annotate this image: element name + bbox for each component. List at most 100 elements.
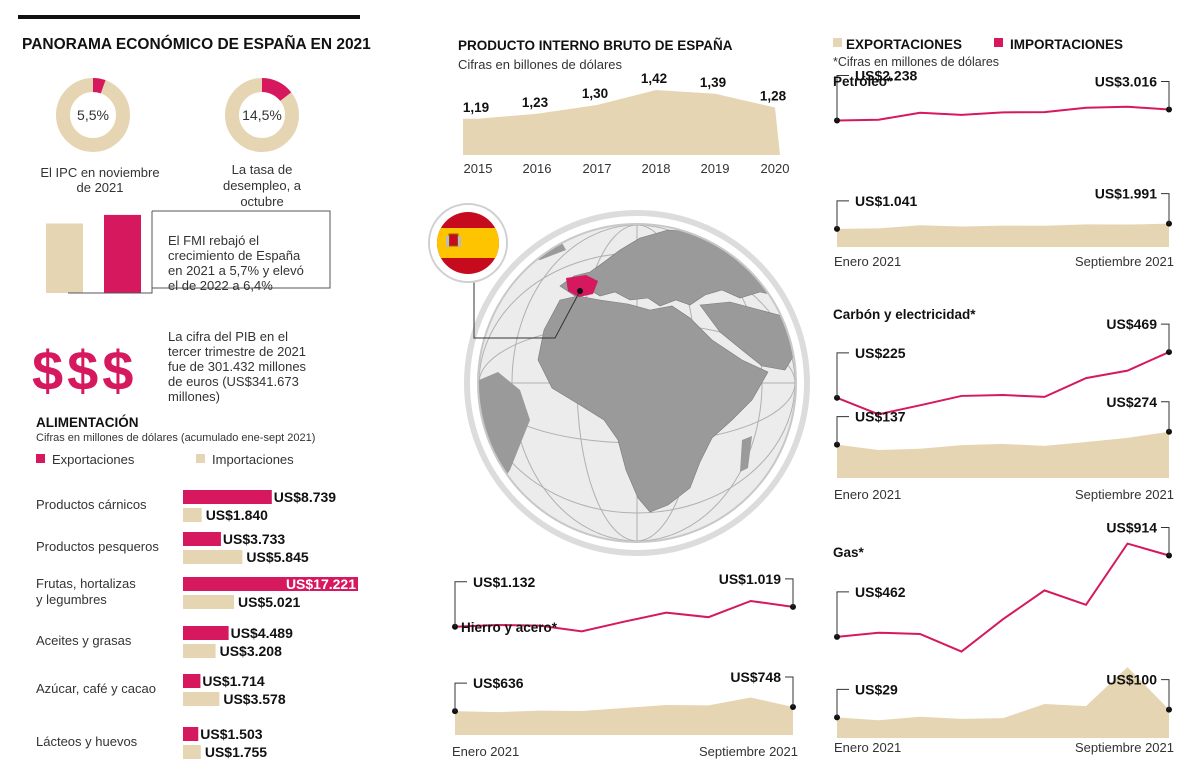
food-import-value: US$3.208 <box>220 643 282 659</box>
food-import-bar <box>183 644 216 658</box>
pib-year-label: 2019 <box>701 161 730 176</box>
legend-import-label: Importaciones <box>212 452 294 467</box>
x-axis-start-label: Enero 2021 <box>452 744 519 759</box>
leader-line <box>836 688 849 718</box>
export-end-value: US$100 <box>1106 672 1157 688</box>
export-area <box>837 223 1169 247</box>
import-line <box>836 351 1170 416</box>
pib-data-label: 1,28 <box>760 89 787 104</box>
unemployment-value: 14,5% <box>242 107 282 123</box>
pib-title: PRODUCTO INTERNO BRUTO DE ESPAÑA <box>458 38 733 53</box>
food-import-value: US$1.840 <box>206 507 268 523</box>
leader-line <box>454 581 467 627</box>
x-axis-end-label: Septiembre 2021 <box>699 744 798 759</box>
fmi-text-frame <box>152 210 331 289</box>
ipc-label-line: de 2021 <box>77 180 124 195</box>
middle-east-landmass <box>699 301 795 371</box>
ipc-donut-arc <box>92 78 106 94</box>
madagascar-landmass <box>740 436 752 472</box>
pib-data-label: 1,39 <box>700 75 726 90</box>
food-import-bar <box>183 508 202 522</box>
spain-marker <box>577 288 583 294</box>
food-category-label: Aceites y grasas <box>36 633 132 648</box>
trade-chart-gas: US$462 US$914 US$29 US$100 Gas* Enero 2021 Sep… <box>833 519 1174 755</box>
food-bar-chart: Productos cárnicos US$8.739 US$1.840 Produc… <box>36 489 358 760</box>
leader-line <box>836 200 849 229</box>
globe-map <box>428 203 810 556</box>
leader-line <box>785 676 794 707</box>
globe-halo <box>464 210 810 556</box>
dollar-symbols-icon: $$$ <box>32 339 137 402</box>
ipc-donut: 5,5% <box>56 78 130 152</box>
food-export-bar <box>183 532 221 546</box>
leader-line <box>1161 193 1170 224</box>
trade-chart-carbon: US$225 US$469 US$137 US$274 Carbón y electri… <box>833 307 1174 502</box>
import-line <box>836 542 1170 653</box>
food-category-label: Productos cárnicos <box>36 497 147 512</box>
leader-line <box>836 352 849 398</box>
trade-legend-export-label: EXPORTACIONES <box>846 37 962 52</box>
trade-chart-petroleo: US$2.238 US$3.016 US$1.041 US$1.991 Petróleo… <box>833 68 1174 269</box>
food-export-bar <box>183 490 272 504</box>
leader-line <box>1161 323 1170 353</box>
leader-line <box>836 591 849 637</box>
food-export-value: US$8.739 <box>274 489 336 505</box>
fmi-connector <box>68 211 153 294</box>
trade-legend-import-swatch <box>994 38 1003 47</box>
import-start-value: US$225 <box>855 345 906 361</box>
x-axis-start-label: Enero 2021 <box>834 740 901 755</box>
pib-note-line: tercer trimestre de 2021 <box>168 344 306 359</box>
food-export-bar <box>183 727 199 741</box>
export-end-value: US$1.991 <box>1095 186 1157 202</box>
food-export-value: US$3.733 <box>223 531 285 547</box>
pib-area <box>463 90 780 155</box>
import-start-value: US$2.238 <box>855 68 917 84</box>
food-export-value: US$17.221 <box>286 576 356 592</box>
leader-line <box>454 682 467 712</box>
export-start-value: US$29 <box>855 681 898 697</box>
leader-line <box>836 75 849 121</box>
import-end-value: US$914 <box>1106 519 1157 535</box>
fmi-text-line: El FMI rebajó el <box>168 233 259 248</box>
fmi-bars <box>46 210 331 294</box>
trade-chart-title: Petróleo* <box>833 74 893 89</box>
unemployment-label-line: La tasa de <box>232 162 293 177</box>
africa-landmass <box>537 295 769 513</box>
legend-import-swatch <box>196 454 205 463</box>
leader-line <box>785 578 794 607</box>
food-category-label: Lácteos y huevos <box>36 734 138 749</box>
trade-line-charts: US$2.238 US$3.016 US$1.041 US$1.991 Petróleo… <box>452 68 1174 759</box>
food-import-value: US$5.845 <box>246 549 308 565</box>
fmi-bar-2021 <box>46 223 83 293</box>
food-category-label: Azúcar, café y cacao <box>36 681 156 696</box>
fmi-bar-2022 <box>104 214 141 293</box>
export-end-value: US$274 <box>1106 394 1157 410</box>
spain-flag-icon <box>437 212 499 274</box>
x-axis-end-label: Septiembre 2021 <box>1075 254 1174 269</box>
trade-legend-export-swatch <box>833 38 842 47</box>
leader-line <box>1161 526 1170 556</box>
pib-subtitle: Cifras en billones de dólares <box>458 57 623 72</box>
export-end-value: US$748 <box>730 669 781 685</box>
unemployment-label-line: desempleo, a <box>223 178 302 193</box>
fmi-text-line: en 2021 a 5,7% y elevó <box>168 263 304 278</box>
food-import-value: US$5.021 <box>238 594 300 610</box>
food-import-bar <box>183 692 220 706</box>
food-export-value: US$1.503 <box>200 726 262 742</box>
pib-year-label: 2020 <box>761 161 790 176</box>
alimentacion-subtitle: Cifras en millones de dólares (acumulado… <box>36 432 315 444</box>
export-start-value: US$636 <box>473 675 524 691</box>
food-import-bar <box>183 550 243 564</box>
pib-data-label: 1,30 <box>582 86 608 101</box>
food-import-bar <box>183 745 201 759</box>
x-axis-start-label: Enero 2021 <box>834 254 901 269</box>
pib-data-label: 1,19 <box>463 100 489 115</box>
pib-year-label: 2016 <box>523 161 552 176</box>
leader-line <box>1161 401 1170 432</box>
unemployment-donut: 14,5% <box>225 78 299 152</box>
import-line <box>454 599 794 633</box>
alimentacion-title: ALIMENTACIÓN <box>36 415 139 430</box>
